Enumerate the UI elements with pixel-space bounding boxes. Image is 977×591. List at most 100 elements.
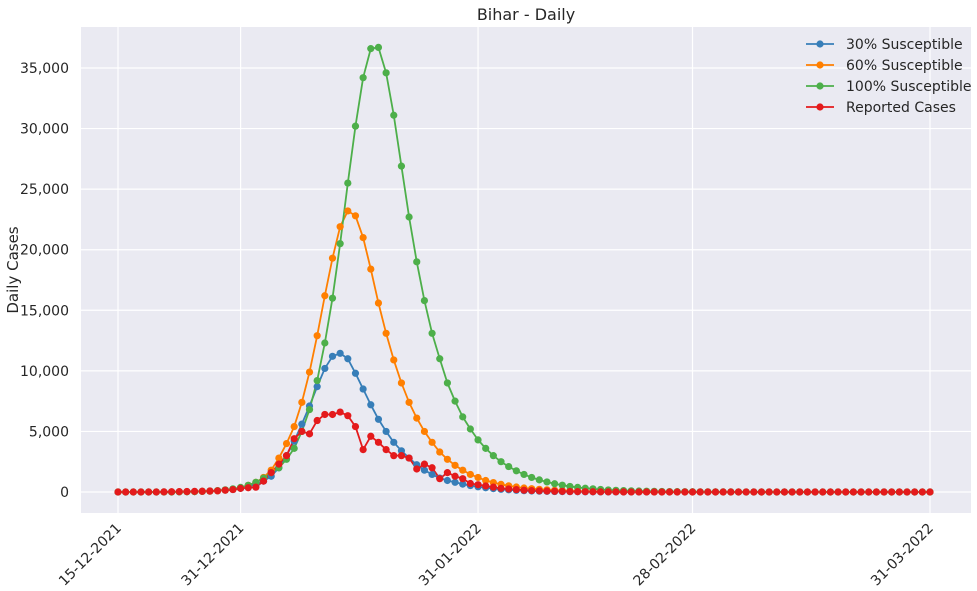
data-point: [918, 488, 926, 496]
data-point: [305, 406, 314, 414]
data-point: [313, 383, 321, 391]
data-point: [474, 436, 482, 444]
data-point: [489, 452, 497, 460]
data-point: [244, 484, 252, 492]
data-point: [566, 487, 574, 496]
data-point: [459, 466, 467, 474]
data-point: [857, 488, 865, 496]
data-point: [122, 488, 130, 496]
data-point: [765, 488, 773, 496]
data-point: [658, 488, 666, 496]
data-point: [581, 488, 589, 496]
data-point: [405, 213, 413, 221]
data-point: [221, 486, 229, 494]
data-point: [535, 487, 543, 495]
data-point: [842, 488, 850, 496]
data-point: [466, 470, 474, 479]
data-point: [612, 488, 620, 496]
data-point: [719, 488, 727, 496]
data-point: [688, 488, 697, 496]
data-point: [911, 488, 919, 496]
data-point: [505, 462, 513, 471]
data-point: [336, 240, 344, 248]
data-point: [420, 460, 429, 468]
data-point: [405, 454, 413, 462]
data-point: [413, 414, 421, 422]
data-point: [298, 427, 306, 436]
data-point: [198, 487, 206, 495]
data-point: [734, 488, 743, 496]
data-point: [451, 472, 459, 480]
data-point: [290, 435, 298, 443]
data-point: [129, 488, 137, 496]
data-point: [428, 470, 436, 479]
data-point: [474, 473, 482, 482]
chart-title: Bihar - Daily: [477, 5, 575, 24]
data-point: [528, 473, 536, 482]
data-point: [336, 408, 344, 416]
data-point: [114, 488, 122, 496]
data-point: [367, 45, 375, 53]
data-point: [428, 329, 436, 337]
y-tick-label: 0: [60, 485, 69, 501]
data-point: [482, 444, 490, 452]
data-point: [413, 258, 421, 266]
data-point: [359, 446, 367, 454]
data-point: [819, 488, 827, 496]
data-point: [750, 488, 758, 496]
data-point: [566, 482, 574, 491]
data-point: [619, 488, 628, 496]
data-point: [811, 488, 819, 496]
data-point: [443, 469, 451, 477]
data-point: [390, 356, 398, 364]
y-tick-label: 15,000: [20, 303, 69, 319]
data-point: [145, 488, 153, 496]
data-point: [436, 448, 444, 456]
data-point: [428, 438, 436, 446]
data-point: [168, 488, 176, 496]
data-point: [505, 485, 513, 493]
data-point: [926, 488, 934, 496]
data-point: [328, 410, 337, 419]
data-point: [390, 111, 398, 119]
data-point: [298, 420, 306, 428]
data-point: [367, 265, 375, 273]
data-point: [367, 401, 375, 409]
data-point: [604, 488, 612, 496]
data-point: [627, 488, 635, 496]
data-point: [374, 415, 383, 423]
data-point: [589, 488, 597, 496]
data-point: [535, 476, 543, 484]
legend-swatch-marker: [816, 61, 824, 69]
data-point: [359, 234, 367, 242]
series-markers: [114, 43, 934, 496]
data-point: [405, 398, 413, 406]
data-point: [420, 427, 429, 436]
data-point: [788, 488, 796, 496]
x-tick-label: 31-03-2022: [868, 521, 937, 590]
data-point: [374, 43, 383, 52]
data-point: [282, 452, 291, 460]
data-point: [382, 69, 390, 77]
data-point: [382, 446, 390, 454]
data-point: [558, 487, 566, 495]
data-point: [313, 416, 321, 425]
data-point: [328, 294, 337, 302]
data-point: [305, 368, 314, 376]
legend-swatch-marker: [816, 103, 824, 111]
data-point: [351, 122, 360, 130]
data-point: [290, 422, 298, 431]
legend-label: 100% Susceptible: [846, 79, 972, 95]
data-point: [137, 488, 145, 496]
x-tick-labels: 15-12-2021 31-12-2021 31-01-2022 28-02-2022…: [56, 521, 937, 590]
legend-label: 60% Susceptible: [846, 58, 963, 74]
data-point: [175, 488, 183, 496]
data-point: [681, 488, 689, 496]
plot-background: [81, 27, 971, 513]
data-point: [420, 296, 429, 305]
data-point: [436, 355, 444, 363]
grid: [81, 27, 971, 513]
data-point: [367, 432, 375, 440]
data-point: [397, 452, 406, 460]
